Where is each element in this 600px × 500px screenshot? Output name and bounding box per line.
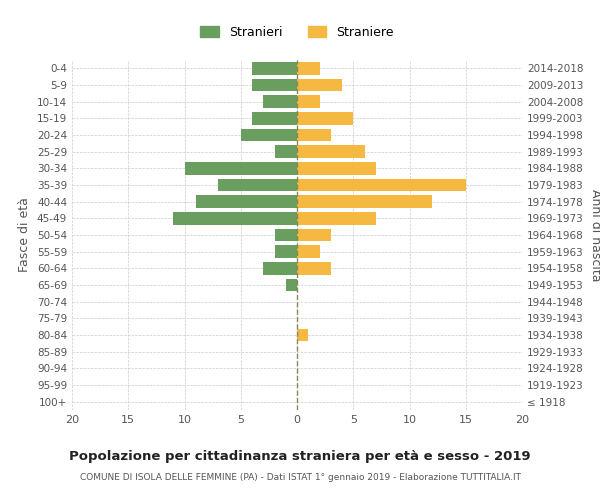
- Bar: [263, 96, 297, 108]
- Bar: [252, 62, 297, 74]
- Bar: [286, 279, 297, 291]
- Bar: [196, 196, 297, 208]
- Bar: [275, 229, 297, 241]
- Bar: [252, 112, 297, 124]
- Bar: [252, 78, 297, 91]
- Legend: Stranieri, Straniere: Stranieri, Straniere: [195, 20, 399, 44]
- Bar: [263, 262, 297, 274]
- Bar: [297, 329, 308, 341]
- Bar: [241, 128, 297, 141]
- Text: Popolazione per cittadinanza straniera per età e sesso - 2019: Popolazione per cittadinanza straniera p…: [69, 450, 531, 463]
- Bar: [297, 96, 320, 108]
- Text: COMUNE DI ISOLA DELLE FEMMINE (PA) - Dati ISTAT 1° gennaio 2019 - Elaborazione T: COMUNE DI ISOLA DELLE FEMMINE (PA) - Dat…: [79, 472, 521, 482]
- Bar: [297, 212, 376, 224]
- Bar: [297, 162, 376, 174]
- Bar: [297, 128, 331, 141]
- Bar: [297, 262, 331, 274]
- Bar: [297, 196, 432, 208]
- Bar: [275, 246, 297, 258]
- Bar: [185, 162, 297, 174]
- Bar: [297, 78, 342, 91]
- Bar: [297, 179, 466, 191]
- Bar: [297, 246, 320, 258]
- Bar: [297, 146, 365, 158]
- Y-axis label: Anni di nascita: Anni di nascita: [589, 188, 600, 281]
- Bar: [297, 229, 331, 241]
- Bar: [275, 146, 297, 158]
- Y-axis label: Fasce di età: Fasce di età: [19, 198, 31, 272]
- Bar: [173, 212, 297, 224]
- Bar: [297, 62, 320, 74]
- Bar: [218, 179, 297, 191]
- Bar: [297, 112, 353, 124]
